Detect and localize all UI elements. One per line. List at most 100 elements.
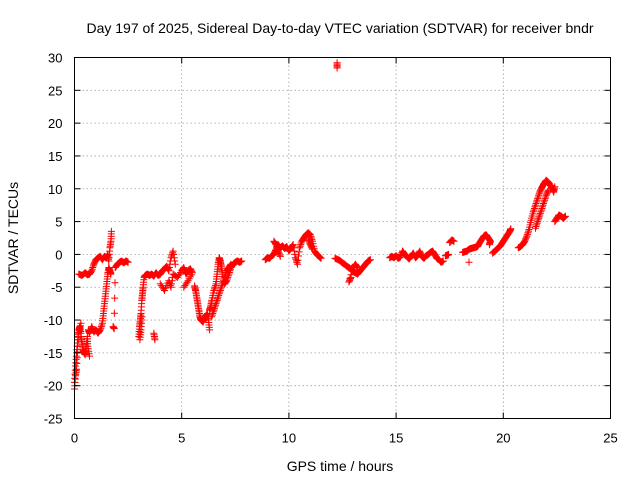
chart-title: Day 197 of 2025, Sidereal Day-to-day VTE…: [86, 20, 593, 36]
data-point: [171, 257, 179, 265]
y-tick-label: 25: [48, 83, 62, 98]
data-point: [333, 59, 341, 67]
data-point: [551, 183, 559, 191]
data-point: [290, 244, 298, 252]
y-tick-label: 10: [48, 182, 62, 197]
data-point: [296, 244, 304, 252]
data-point: [169, 247, 177, 255]
data-point: [96, 326, 104, 334]
data-point: [168, 280, 175, 288]
y-tick-label: 15: [48, 149, 62, 164]
data-point: [272, 241, 280, 249]
data-point: [348, 267, 356, 275]
y-tick-label: -25: [44, 412, 63, 427]
data-point: [445, 250, 453, 258]
data-point: [151, 336, 159, 344]
data-point: [366, 256, 374, 264]
data-point: [346, 274, 354, 282]
data-point: [354, 264, 361, 271]
data-point: [124, 258, 132, 266]
plot-frame: [74, 57, 611, 419]
x-axis-label: GPS time / hours: [287, 458, 394, 474]
x-axis-ticks: 0 5 10 15 20 25: [71, 57, 618, 446]
data-point: [439, 257, 447, 265]
data-point: [309, 245, 316, 253]
y-axis-ticks: -25 -20 -15 -10 -5 0 5 10 15 20 25 30: [44, 51, 611, 427]
data-point: [215, 290, 223, 298]
data-point: [345, 278, 353, 286]
data-point: [306, 231, 314, 239]
data-point: [295, 252, 302, 260]
data-point: [209, 308, 217, 316]
data-point: [107, 227, 115, 235]
data-point: [507, 225, 515, 233]
data-point: [218, 280, 226, 288]
data-point: [211, 303, 219, 311]
data-point: [180, 283, 188, 291]
data-point: [274, 246, 282, 253]
data-point: [111, 279, 119, 287]
y-tick-label: -5: [51, 280, 63, 295]
data-point: [544, 186, 552, 194]
data-point: [180, 264, 188, 271]
data-point: [226, 262, 234, 270]
data-point: [352, 262, 360, 270]
data-point: [111, 294, 119, 302]
data-point: [533, 221, 540, 229]
data-point: [529, 208, 537, 216]
data-point: [540, 198, 548, 206]
y-tick-label: 0: [55, 247, 62, 262]
data-point: [538, 203, 546, 211]
data-point: [213, 298, 220, 306]
data-point: [110, 325, 118, 333]
x-tick-label: 5: [178, 431, 185, 446]
data-point: [536, 211, 544, 219]
data-point: [214, 293, 222, 301]
data-point: [217, 285, 225, 293]
data-point: [107, 270, 115, 278]
data-point: [485, 241, 493, 249]
data-point: [165, 267, 173, 275]
x-tick-label: 0: [71, 431, 78, 446]
data-point: [166, 282, 174, 290]
data-point: [98, 321, 106, 329]
data-point: [533, 198, 540, 206]
data-point: [542, 193, 550, 201]
y-tick-label: 30: [48, 51, 62, 66]
data-point: [534, 193, 542, 201]
data-point: [86, 352, 93, 360]
data-point: [523, 230, 531, 238]
data-point: [317, 254, 325, 262]
y-tick-label: 5: [55, 215, 62, 230]
grid-lines: [74, 57, 611, 419]
data-point: [347, 271, 355, 279]
y-axis-label: SDTVAR / TECUs: [5, 182, 21, 294]
data-point: [522, 233, 530, 241]
y-tick-label: -15: [44, 346, 63, 361]
data-point: [450, 237, 458, 245]
data-point: [220, 275, 228, 283]
data-point: [276, 252, 284, 260]
data-point: [181, 282, 189, 290]
data-point: [206, 326, 214, 334]
data-point: [227, 260, 235, 268]
data-point: [534, 216, 542, 224]
data-point: [221, 272, 229, 280]
data-point: [562, 212, 569, 220]
data-point: [288, 242, 296, 250]
data-point: [531, 203, 539, 211]
y-tick-label: -20: [44, 379, 63, 394]
data-point: [208, 313, 216, 321]
x-tick-label: 25: [603, 431, 617, 446]
data-point: [211, 283, 219, 291]
data-point: [308, 244, 316, 252]
data-point: [77, 319, 85, 327]
data-point: [465, 258, 473, 266]
x-tick-label: 15: [389, 431, 403, 446]
data-point: [110, 309, 118, 317]
data-series: [71, 59, 569, 393]
y-tick-label: 20: [48, 116, 62, 131]
data-point: [138, 313, 146, 321]
data-point: [238, 257, 246, 265]
x-tick-label: 10: [282, 431, 296, 446]
